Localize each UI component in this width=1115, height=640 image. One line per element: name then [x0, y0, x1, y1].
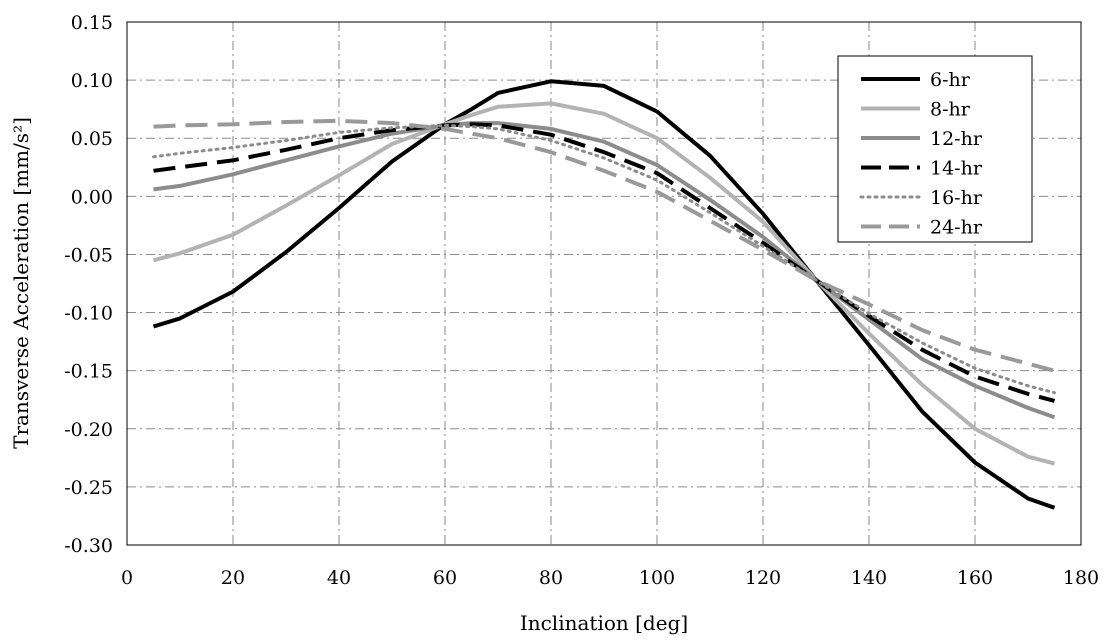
y-tick-label: -0.30 [64, 535, 113, 557]
legend-label: 6-hr [930, 69, 971, 91]
series-lines [152, 79, 1056, 510]
series-line-14-hr [153, 122, 1056, 403]
x-tick-label: 100 [639, 567, 675, 589]
y-tick-label: 0.00 [71, 186, 113, 208]
x-tick-label: 180 [1063, 567, 1099, 589]
legend-box [837, 55, 1033, 243]
x-tick-label: 160 [957, 567, 993, 589]
y-tick-label: -0.10 [64, 303, 113, 325]
series-line-8-hr [152, 101, 1056, 466]
x-tick-label: 40 [327, 567, 351, 589]
legend-label: 12-hr [930, 128, 983, 150]
series-line-6-hr [152, 79, 1056, 510]
legend-label: 14-hr [930, 158, 983, 180]
y-axis-title: Transverse Acceleration [mm/s²] [9, 117, 33, 449]
y-axis-ticks: -0.30 -0.25 -0.20 -0.15 -0.10 -0.05 0.00 0.05 0.… [64, 12, 113, 557]
legend: 6-hr 8-hr 12-hr 14-hr 16-hr 24-hr [837, 55, 1033, 243]
x-tick-label: 80 [539, 567, 563, 589]
x-axis-title: Inclination [deg] [520, 611, 688, 635]
x-tick-label: 60 [433, 567, 457, 589]
legend-label: 24-hr [930, 217, 983, 239]
y-tick-label: 0.10 [71, 70, 113, 92]
y-tick-label: -0.25 [64, 477, 113, 499]
legend-label: 8-hr [930, 99, 971, 121]
x-tick-label: 140 [851, 567, 887, 589]
series-line-24-hr [153, 118, 1056, 373]
series-line-16-hr [152, 123, 1056, 395]
y-tick-label: -0.20 [64, 419, 113, 441]
x-tick-label: 20 [221, 567, 245, 589]
y-tick-label: -0.15 [64, 361, 113, 383]
x-axis-ticks: 0 20 40 60 80 100 120 140 160 180 [121, 567, 1099, 589]
y-tick-label: -0.05 [64, 244, 113, 266]
plot-frame [126, 21, 1082, 546]
y-tick-label: 0.15 [71, 12, 113, 34]
legend-items: 6-hr 8-hr 12-hr 14-hr 16-hr 24-hr [859, 69, 983, 239]
x-tick-label: 120 [745, 567, 781, 589]
x-tick-label: 0 [121, 567, 133, 589]
y-tick-label: 0.05 [71, 128, 113, 150]
legend-label: 16-hr [930, 187, 983, 209]
series-line-12-hr [153, 121, 1056, 420]
